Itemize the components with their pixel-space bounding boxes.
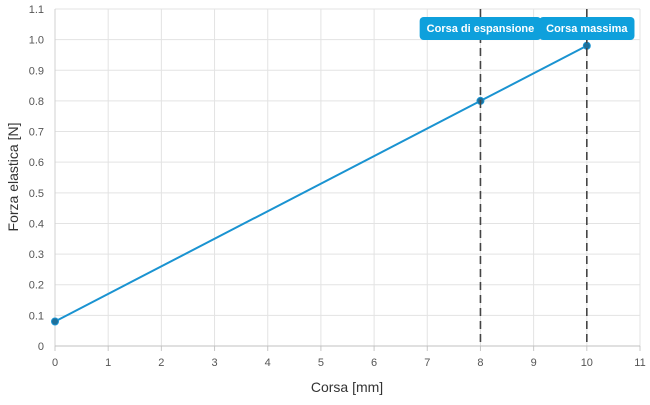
x-tick-label: 1: [105, 357, 111, 369]
y-tick-label: 0.7: [29, 127, 44, 139]
y-tick-label: 0.2: [29, 280, 44, 292]
x-axis-title: Corsa [mm]: [311, 379, 383, 395]
data-point[interactable]: [51, 317, 59, 326]
annotation-label-text: Corsa massima: [546, 23, 628, 35]
y-tick-label: 0: [38, 341, 44, 353]
y-tick-label: 0.6: [29, 157, 44, 169]
annotation-label-text: Corsa di espansione: [427, 23, 535, 35]
x-tick-label: 3: [211, 357, 217, 369]
annotation-label: Corsa di espansione: [419, 17, 542, 40]
y-tick-label: 0.5: [29, 188, 44, 200]
y-tick-label: 1.1: [29, 4, 44, 16]
x-tick-label: 11: [634, 357, 645, 369]
y-tick-label: 0.1: [29, 310, 44, 322]
x-tick-label: 2: [158, 357, 164, 369]
annotations: Corsa di espansione Corsa massima: [419, 9, 635, 346]
grid: [55, 8, 641, 346]
annotation-label-box: [419, 17, 542, 40]
axes: [54, 9, 641, 351]
y-tick-label: 0.4: [29, 218, 44, 230]
x-tick-label: 8: [477, 357, 483, 369]
x-tick-label: 6: [371, 357, 377, 369]
x-tick-label: 10: [581, 357, 593, 369]
y-axis-title: Forza elastica [N]: [5, 123, 21, 232]
annotation-label-box: [539, 17, 635, 40]
x-tick-label: 5: [318, 357, 324, 369]
tick-labels: 0 0.1 0.2 0.3 0.4 0.5 0.6 0.7 0.8 0.9 1.0 1.1 0 1 2 3 4 5…: [29, 4, 646, 369]
x-tick-label: 7: [424, 357, 430, 369]
y-tick-label: 0.9: [29, 65, 44, 77]
y-tick-label: 1.0: [29, 35, 44, 47]
annotation-label: Corsa massima: [539, 17, 635, 40]
y-tick-label: 0.8: [29, 96, 44, 108]
x-tick-label: 9: [531, 357, 537, 369]
x-tick-label: 0: [52, 357, 58, 369]
y-tick-label: 0.3: [29, 249, 44, 261]
x-tick-label: 4: [265, 357, 271, 369]
